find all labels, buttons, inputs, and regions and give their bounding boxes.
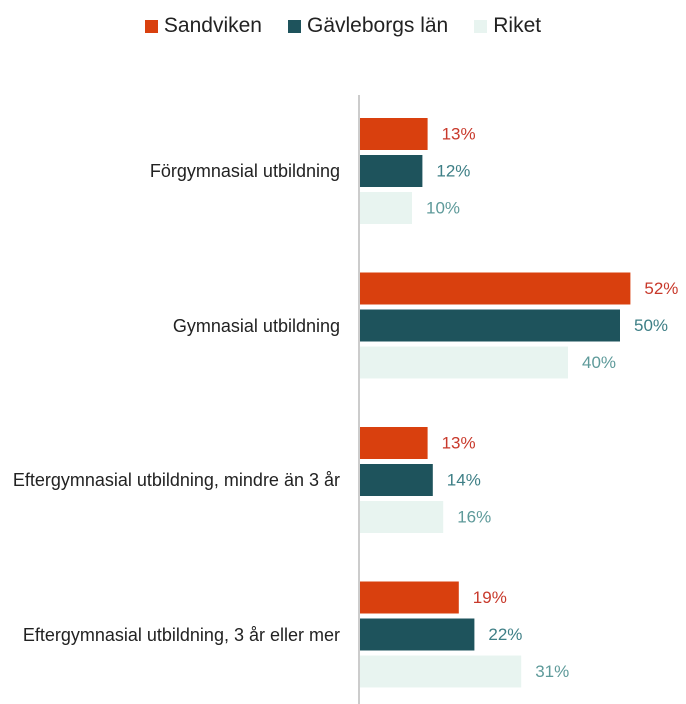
data-label: 40% bbox=[582, 353, 616, 372]
legend-item: Riket bbox=[474, 14, 541, 38]
category-label: Gymnasial utbildning bbox=[173, 314, 340, 338]
bar bbox=[360, 427, 428, 459]
bar bbox=[360, 655, 522, 688]
legend-label: Gävleborgs län bbox=[306, 14, 449, 37]
data-label: 13% bbox=[442, 124, 476, 143]
data-label: 13% bbox=[442, 433, 476, 452]
category-text: Förgymnasial utbildning bbox=[149, 161, 340, 181]
bar bbox=[360, 272, 631, 305]
bar bbox=[360, 464, 433, 496]
data-label: 19% bbox=[473, 588, 507, 607]
legend-swatch bbox=[474, 19, 488, 33]
category-text: Gymnasial utbildning bbox=[172, 315, 340, 336]
bar bbox=[360, 581, 459, 614]
bar bbox=[360, 309, 620, 342]
data-label: 31% bbox=[535, 662, 569, 681]
category-label: Eftergymnasial utbildning, 3 år eller me… bbox=[23, 623, 340, 647]
data-label: 12% bbox=[436, 161, 470, 180]
data-label: 22% bbox=[488, 625, 522, 644]
legend-item: Sandviken bbox=[144, 14, 262, 38]
bar bbox=[360, 501, 444, 533]
bar bbox=[360, 192, 412, 224]
category-text: Eftergymnasial utbildning, mindre än 3 å… bbox=[12, 470, 340, 490]
legend-swatch bbox=[287, 19, 301, 33]
bar bbox=[360, 155, 423, 187]
data-label: 14% bbox=[447, 470, 481, 489]
data-label: 10% bbox=[426, 198, 460, 217]
bar bbox=[360, 618, 475, 651]
legend: Sandviken Gävleborgs län Riket bbox=[0, 14, 686, 38]
bar bbox=[360, 346, 568, 379]
legend-item: Gävleborgs län bbox=[287, 14, 449, 38]
category-label: Eftergymnasial utbildning, mindre än 3 å… bbox=[13, 468, 340, 492]
data-label: 52% bbox=[644, 279, 678, 298]
category-text: Eftergymnasial utbildning, 3 år eller me… bbox=[22, 624, 340, 645]
legend-swatch bbox=[144, 19, 158, 33]
legend-label: Riket bbox=[493, 14, 542, 37]
data-label: 16% bbox=[457, 507, 491, 526]
legend-label: Sandviken bbox=[163, 14, 262, 37]
category-label: Förgymnasial utbildning bbox=[150, 159, 340, 183]
bar bbox=[360, 118, 428, 150]
data-label: 50% bbox=[634, 316, 668, 335]
